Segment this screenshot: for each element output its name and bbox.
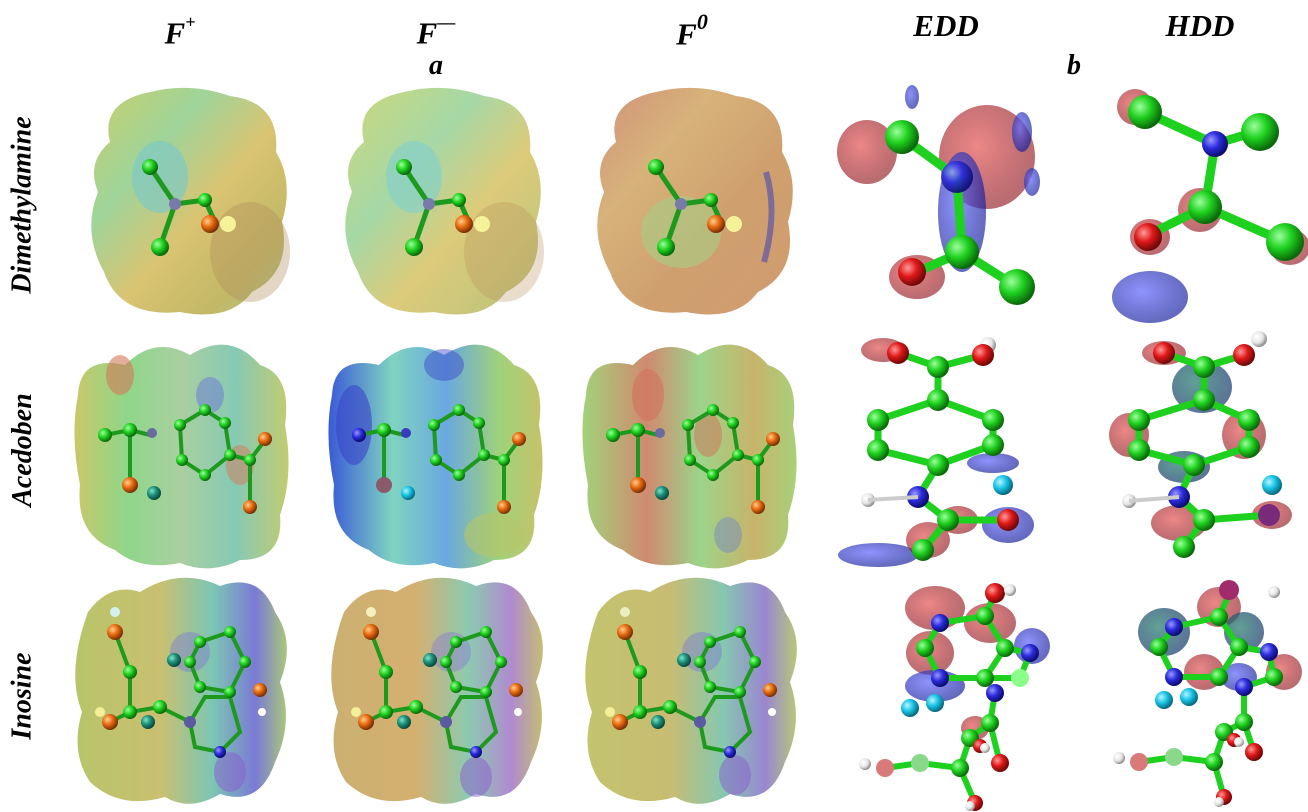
acedoben-edd-orbital — [838, 325, 1052, 575]
acedoben-f-minus-surface — [324, 335, 548, 575]
inosine-f-zero-surface — [580, 572, 806, 812]
column-header-hdd-base: HDD — [1165, 8, 1235, 43]
column-header-f-zero: F0 — [592, 6, 792, 54]
column-header-f-minus: F— — [336, 6, 536, 53]
dimethylamine-edd-orbital — [832, 82, 1052, 327]
acedoben-hdd-orbital — [1094, 325, 1308, 575]
inosine-hdd-orbital — [1094, 572, 1308, 812]
column-header-f-zero-sup: 0 — [696, 9, 708, 34]
dimethylamine-hdd-orbital — [1090, 82, 1308, 327]
panel-label-b: b — [1067, 50, 1081, 81]
acedoben-f-zero-surface — [578, 335, 802, 575]
row-label-dimethylamine: Dimethylamine — [7, 116, 39, 294]
acedoben-f-plus-surface — [70, 335, 294, 575]
row-label-inosine: Inosine — [7, 652, 38, 740]
inosine-f-plus-surface — [70, 572, 296, 812]
column-header-f-minus-sup: — — [437, 12, 456, 32]
column-header-f-zero-base: F — [676, 16, 697, 52]
inosine-edd-orbital — [840, 578, 1052, 812]
column-header-hdd: HDD — [1100, 6, 1300, 46]
dimethylamine-f-plus-surface — [80, 82, 300, 327]
dimethylamine-f-minus-surface — [334, 82, 554, 327]
column-header-f-plus: F+ — [80, 6, 280, 53]
column-header-f-plus-sup: + — [185, 12, 196, 32]
dimethylamine-f-zero-surface — [586, 82, 806, 327]
column-header-edd-base: EDD — [913, 8, 979, 43]
inosine-f-minus-surface — [326, 572, 552, 812]
column-header-edd: EDD — [846, 6, 1046, 46]
column-header-f-plus-base: F — [164, 15, 186, 51]
column-header-f-minus-base: F — [416, 15, 438, 51]
panel-label-a: a — [429, 50, 443, 81]
row-label-acedoben: Acedoben — [7, 393, 38, 507]
